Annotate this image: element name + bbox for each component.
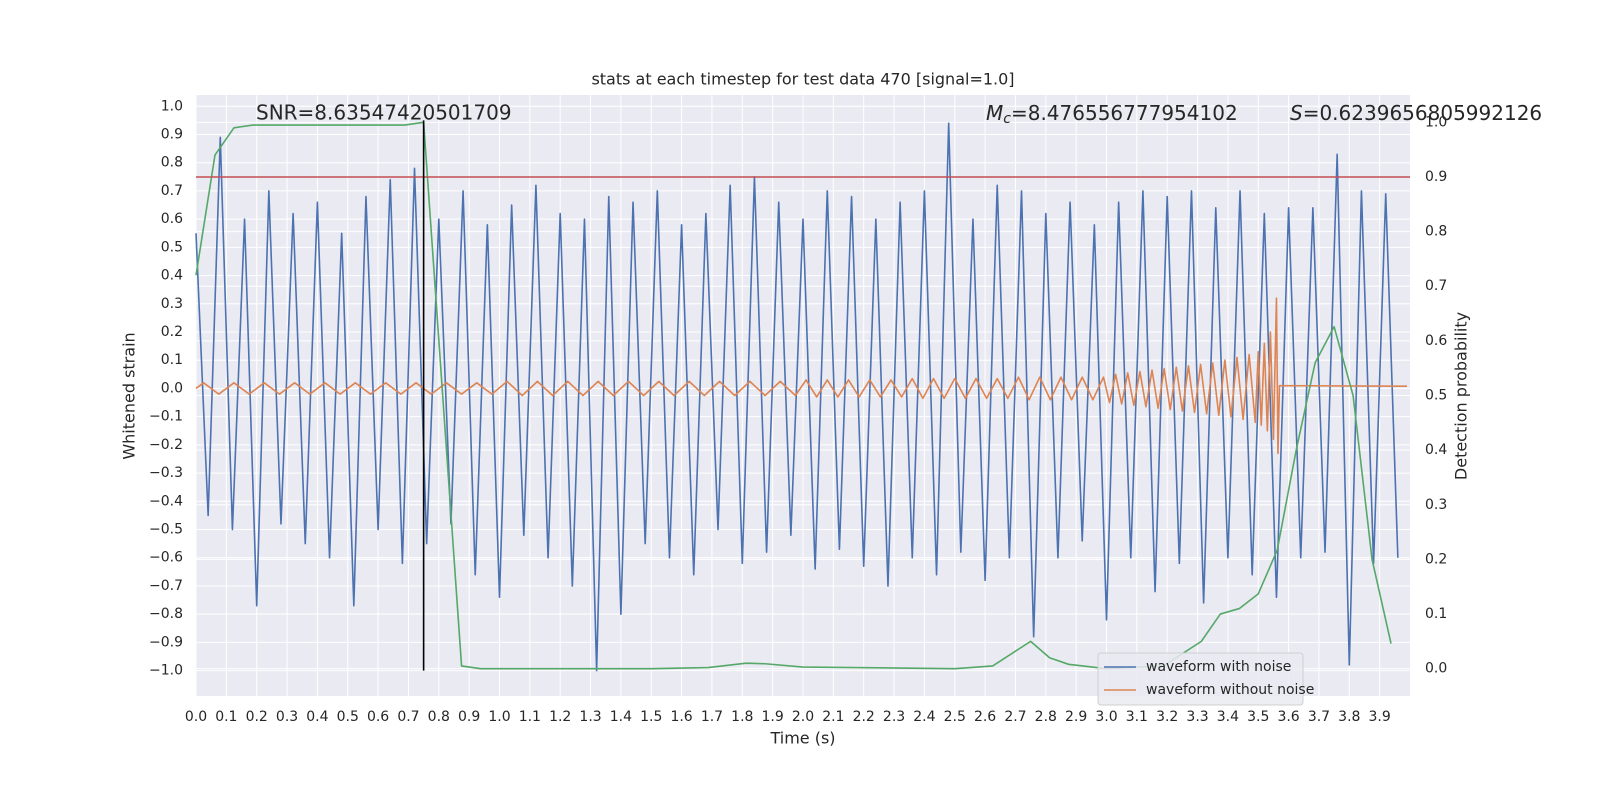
y-tick-label: 0.4 — [161, 268, 183, 284]
y-axis-label: Whitened strain — [120, 332, 139, 459]
y-tick-label: −0.5 — [149, 522, 183, 538]
y-tick-label: −0.3 — [149, 465, 183, 481]
x-tick-label: 0.3 — [276, 709, 298, 725]
x-tick-label: 2.9 — [1065, 709, 1087, 725]
x-tick-label: 3.2 — [1156, 709, 1178, 725]
x-tick-label: 3.7 — [1308, 709, 1330, 725]
x-tick-label: 0.7 — [397, 709, 419, 725]
y-tick-label: 0.7 — [161, 183, 183, 199]
annotation-text: =8.476556777954102 — [1011, 101, 1238, 125]
y-tick-label: 0.1 — [161, 352, 183, 368]
y-tick-label: −0.4 — [149, 493, 183, 509]
y-tick-label: −0.2 — [149, 437, 183, 453]
x-tick-label: 1.9 — [762, 709, 784, 725]
legend-box — [1097, 652, 1304, 706]
x-tick-label: 3.8 — [1338, 709, 1360, 725]
x-tick-label: 3.6 — [1277, 709, 1299, 725]
y-tick-label: 1.0 — [161, 98, 183, 114]
legend-label: waveform without noise — [1146, 682, 1314, 698]
x-tick-label: 2.6 — [974, 709, 996, 725]
annotation: Mc=8.476556777954102 — [986, 101, 1238, 128]
data-line — [195, 122, 1399, 672]
x-tick-label: 1.7 — [701, 709, 723, 725]
x-axis-label: Time (s) — [769, 729, 835, 748]
y-tick-label: −1.0 — [149, 663, 183, 679]
legend-label: waveform with noise — [1146, 659, 1291, 675]
x-tick-label: 2.3 — [883, 709, 905, 725]
y2-axis-label: Detection probability — [1452, 312, 1471, 480]
y2-tick-label: 0.3 — [1425, 497, 1447, 513]
y-tick-label: 0.3 — [161, 296, 183, 312]
annotation: SNR=8.63547420501709 — [256, 101, 512, 125]
x-tick-label: 0.6 — [367, 709, 389, 725]
y-tick-label: 0.6 — [161, 211, 183, 227]
x-tick-label: 0.0 — [185, 709, 207, 725]
x-tick-label: 0.5 — [337, 709, 359, 725]
x-tick-label: 2.4 — [913, 709, 935, 725]
y-tick-label: −0.7 — [149, 578, 183, 594]
x-tick-label: 3.4 — [1217, 709, 1239, 725]
y-tick-label: −0.9 — [149, 634, 183, 650]
y-tick-label: −0.1 — [149, 409, 183, 425]
x-tick-label: 2.7 — [1004, 709, 1026, 725]
y-tick-label: 0.8 — [161, 155, 183, 171]
annotation-symbol: S — [1290, 101, 1303, 125]
x-tick-label: 0.8 — [428, 709, 450, 725]
y2-tick-label: 1.0 — [1425, 114, 1447, 130]
x-tick-label: 3.5 — [1247, 709, 1269, 725]
y-tick-label: 0.0 — [161, 380, 183, 396]
x-tick-label: 0.9 — [458, 709, 480, 725]
x-tick-label: 3.1 — [1126, 709, 1148, 725]
x-tick-label: 2.0 — [792, 709, 814, 725]
x-tick-label: 1.6 — [670, 709, 692, 725]
annotation: S=0.6239656805992126 — [1290, 101, 1542, 125]
y2-tick-label: 0.2 — [1425, 551, 1447, 567]
annotation-subscript: c — [1003, 111, 1011, 127]
x-tick-label: 2.2 — [853, 709, 875, 725]
x-tick-label: 0.2 — [246, 709, 268, 725]
y2-tick-label: 0.8 — [1425, 224, 1447, 240]
chart-title: stats at each timestep for test data 470… — [591, 70, 1014, 89]
x-tick-label: 2.5 — [944, 709, 966, 725]
y2-tick-label: 0.4 — [1425, 442, 1447, 458]
y-tick-label: 0.5 — [161, 239, 183, 255]
annotation-symbol: M — [986, 101, 1003, 125]
x-tick-label: 3.3 — [1186, 709, 1208, 725]
y2-tick-label: 0.7 — [1425, 278, 1447, 294]
annotation-text: =0.6239656805992126 — [1303, 101, 1542, 125]
x-tick-label: 0.1 — [215, 709, 237, 725]
x-tick-label: 1.8 — [731, 709, 753, 725]
x-tick-label: 1.4 — [610, 709, 632, 725]
x-tick-label: 2.8 — [1035, 709, 1057, 725]
x-tick-label: 1.3 — [579, 709, 601, 725]
x-tick-label: 3.9 — [1369, 709, 1391, 725]
data-line — [195, 297, 1407, 455]
x-tick-label: 1.1 — [519, 709, 541, 725]
y-tick-label: −0.8 — [149, 606, 183, 622]
y2-tick-label: 0.9 — [1425, 169, 1447, 185]
y2-tick-label: 0.5 — [1425, 388, 1447, 404]
y2-tick-label: 0.6 — [1425, 333, 1447, 349]
x-tick-label: 2.1 — [822, 709, 844, 725]
x-tick-label: 1.0 — [488, 709, 510, 725]
y-tick-label: 0.9 — [161, 127, 183, 143]
x-tick-label: 1.5 — [640, 709, 662, 725]
y2-tick-label: 0.0 — [1425, 661, 1447, 677]
x-tick-label: 3.0 — [1095, 709, 1117, 725]
x-tick-label: 1.2 — [549, 709, 571, 725]
x-tick-label: 0.4 — [306, 709, 328, 725]
y-tick-label: 0.2 — [161, 324, 183, 340]
y2-tick-label: 0.1 — [1425, 606, 1447, 622]
y-tick-label: −0.6 — [149, 550, 183, 566]
